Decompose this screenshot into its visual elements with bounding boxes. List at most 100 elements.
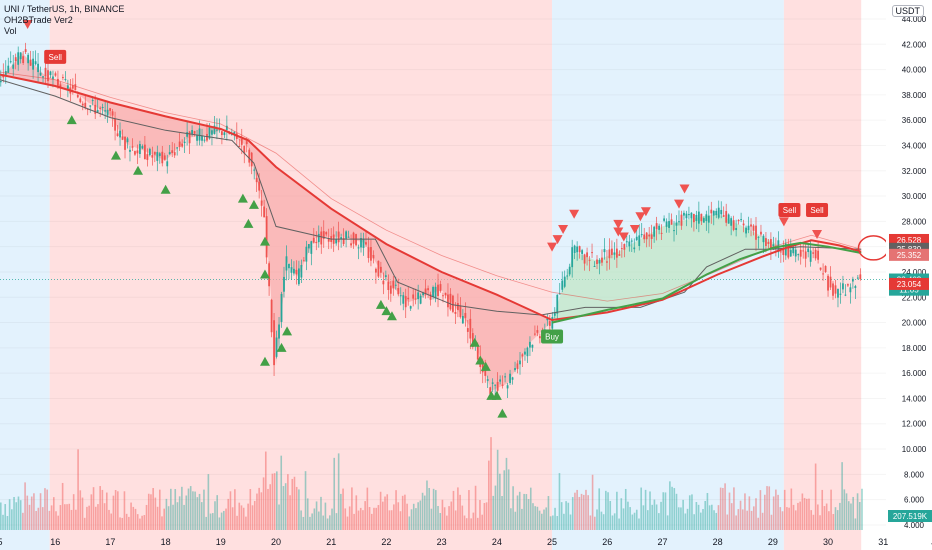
volume-bar [386,494,389,530]
x-tick-label: 30 [823,537,833,547]
candle-body [489,387,492,394]
candle-body [171,150,174,154]
candle-body [829,276,832,288]
buy-arrow-icon [375,299,386,309]
volume-bar [61,482,64,530]
volume-bar [525,494,528,530]
sell-arrow-icon [778,217,789,227]
volume-bar [461,505,464,530]
volume-bar [302,516,305,530]
volume-bar [97,504,99,530]
volume-bar [218,517,221,530]
buy-signal-box [541,329,564,344]
upper-band-line [0,71,862,302]
candle-body [556,294,559,314]
volume-bar [17,496,20,530]
candle-body [9,61,12,63]
candle-body [638,235,641,246]
candle-body [86,108,89,110]
volume-bar [412,503,415,530]
volume-label-box [888,510,932,522]
candle-body [648,234,651,237]
candle-body [583,254,586,264]
volume-bar [209,513,212,530]
candle-body [322,231,325,239]
volume-bar [549,516,552,530]
volume-bar [64,504,66,530]
candle-body [370,247,372,261]
volume-bar [574,492,576,530]
volume-bar [99,486,101,530]
volume-bar [538,510,541,530]
candle-body [695,214,698,221]
x-tick-label: 5 [0,537,3,547]
candle-body [208,127,211,139]
volume-bar [666,515,669,530]
volume-bar [808,498,810,530]
buy-arrow-icon [248,199,259,209]
candle-body [350,243,352,246]
volume-bar [276,471,278,530]
candle-body [129,149,131,152]
volume-bar [26,495,29,530]
volume-bar [249,489,252,530]
candle-body [298,268,300,285]
volume-bar [737,509,740,530]
currency-badge[interactable]: USDT [891,5,924,17]
candle-body [665,221,668,227]
candle-body [548,321,551,326]
candle-body [305,246,308,262]
candle-body [663,218,665,221]
volume-bar [854,518,857,530]
sell-signal-box [806,202,829,217]
candle-body [96,110,99,113]
volume-bar [775,489,777,530]
volume-bar [216,495,219,530]
candle-body [849,287,852,293]
candle-body [536,330,539,333]
candle-body [461,315,464,324]
volume-bar [13,496,15,530]
candle-body [310,241,313,254]
volume-bar [534,506,536,530]
volume-bar [344,508,347,530]
candle-body [685,213,688,219]
volume-bar [364,501,366,530]
volume-bar [88,505,90,530]
candle-body [101,106,104,108]
candle-body [414,298,417,300]
volume-bar [333,457,336,530]
volume-bar [640,487,642,530]
volume-bar [377,505,380,530]
volume-bar [359,507,362,530]
volume-bar [600,511,603,530]
volume-bar [839,502,841,530]
volume-bar [479,500,481,530]
candle-body [680,214,683,226]
candle-body [397,288,400,295]
volume-bar [735,515,737,530]
y-tick-label: 30.000 [902,192,927,201]
candle-body [573,245,576,253]
candle-body [399,295,402,297]
candle-body [240,139,243,145]
x-tick-label: 29 [768,537,778,547]
candle-body [765,238,767,246]
candle-body [742,223,745,226]
volume-bar [430,508,433,530]
candle-body [126,138,129,143]
candle-body [486,379,489,381]
candle-body [509,373,511,384]
y-tick-label: 36.000 [902,116,927,125]
candle-body [459,305,462,318]
volume-bar [83,517,86,530]
volume-bar [207,474,210,530]
volume-bar [258,487,260,530]
volume-bar [457,487,459,530]
candle-body [216,129,218,131]
volume-bar [843,489,846,530]
volume-bar [750,510,753,530]
volume-bar [44,488,46,530]
candle-body [375,268,377,273]
